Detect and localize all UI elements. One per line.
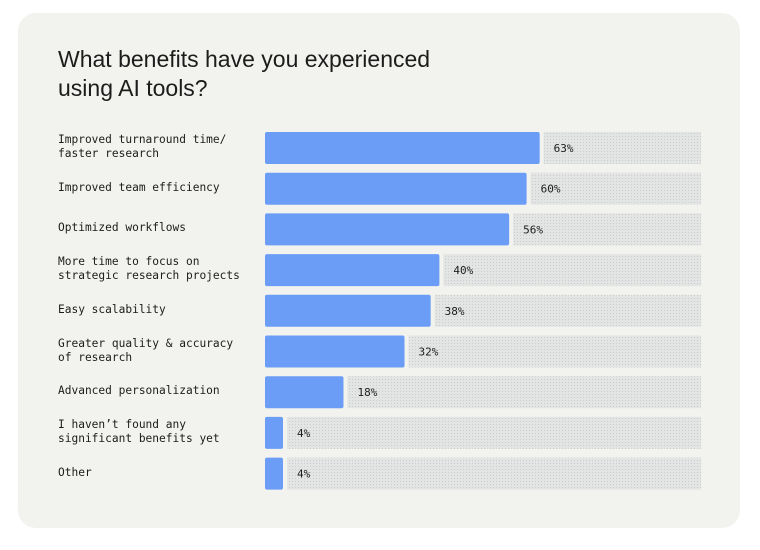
track-easy-scalability <box>434 294 701 327</box>
category-label-easy-scalability: Easy scalability <box>58 303 258 317</box>
category-label-greater-quality-accuracy-of-research: Greater quality & accuracy of research <box>58 337 258 365</box>
category-label-line: More time to focus on <box>58 255 200 269</box>
value-label-easy-scalability: 38% <box>445 305 465 318</box>
bar-improved-turnaround-time-faster-research <box>265 132 540 164</box>
category-label-line: Improved team efficiency <box>58 180 220 194</box>
category-label-line: of research <box>58 350 133 364</box>
category-label-line: Greater quality & accuracy <box>58 336 234 350</box>
category-label-line: strategic research projects <box>58 269 240 283</box>
category-label-advanced-personalization: Advanced personalization <box>58 384 258 398</box>
category-label-line: Easy scalability <box>58 302 166 316</box>
category-label-line: I haven’t found any <box>58 417 186 431</box>
category-label-other: Other <box>58 466 258 480</box>
value-label-i-haven-t-found-any-significant-benefits: 4% <box>297 427 311 440</box>
category-label-improved-turnaround-time-faster-research: Improved turnaround time/faster research <box>58 133 258 161</box>
value-label-greater-quality-accuracy-of-research: 32% <box>419 346 439 359</box>
track-improved-turnaround-time-faster-research <box>543 132 701 164</box>
category-label-i-haven-t-found-any-significant-benefits: I haven’t found any significant benefits … <box>58 418 258 446</box>
track-advanced-personalization <box>347 376 701 409</box>
bar-improved-team-efficiency <box>265 172 527 205</box>
bar-easy-scalability <box>265 294 431 327</box>
track-optimized-workflows <box>513 213 701 246</box>
value-label-optimized-workflows: 56% <box>523 223 543 236</box>
value-label-improved-team-efficiency: 60% <box>541 183 561 196</box>
bar-greater-quality-accuracy-of-research <box>265 335 405 368</box>
track-more-time-to-focus-on-strategic-research <box>443 254 701 287</box>
value-label-advanced-personalization: 18% <box>357 386 377 399</box>
track-other <box>287 457 701 490</box>
track-greater-quality-accuracy-of-research <box>408 335 701 368</box>
value-label-other: 4% <box>297 468 311 481</box>
track-i-haven-t-found-any-significant-benefits <box>287 416 701 449</box>
category-label-line: Improved turnaround time/ <box>58 133 227 146</box>
value-label-improved-turnaround-time-faster-research: 63% <box>554 142 574 155</box>
bar-optimized-workflows <box>265 213 510 246</box>
category-label-line: faster research <box>58 147 160 160</box>
bar-more-time-to-focus-on-strategic-research <box>265 254 440 287</box>
track-improved-team-efficiency <box>530 172 701 205</box>
value-label-more-time-to-focus-on-strategic-research: 40% <box>453 264 473 277</box>
category-label-line: Optimized workflows <box>58 221 186 235</box>
bar-advanced-personalization <box>265 376 344 409</box>
category-label-line: significant benefits yet <box>58 431 220 445</box>
category-label-line: Advanced personalization <box>58 384 220 398</box>
category-label-optimized-workflows: Optimized workflows <box>58 221 258 235</box>
category-label-improved-team-efficiency: Improved team efficiency <box>58 181 258 195</box>
chart-title: What benefits have you experienced using… <box>58 46 431 101</box>
bar-other <box>265 457 283 490</box>
bar-i-haven-t-found-any-significant-benefits <box>265 416 283 449</box>
category-label-line: Other <box>58 465 92 479</box>
category-label-more-time-to-focus-on-strategic-research: More time to focus on strategic research … <box>58 255 258 283</box>
